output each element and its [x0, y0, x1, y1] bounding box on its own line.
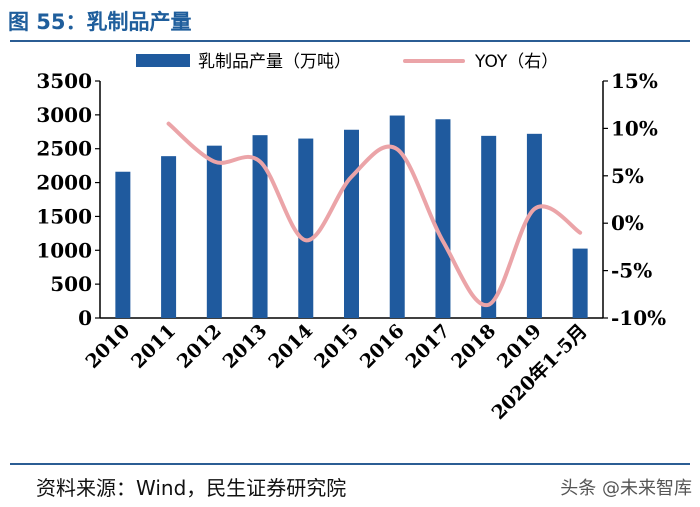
source-note: 资料来源：Wind，民生证券研究院 [36, 476, 347, 500]
x-tick-label: 2011 [127, 320, 180, 373]
x-axis-ticks: 2010201120122013201420152016201720182019… [81, 319, 591, 424]
left-tick-label: 3000 [36, 103, 92, 127]
legend: 乳制品产量（万吨） YOY（右） [136, 52, 558, 72]
left-tick-label: 500 [50, 272, 92, 296]
x-tick-label: 2018 [447, 320, 500, 373]
left-tick-label: 0 [78, 306, 92, 330]
right-axis-ticks: -10% -5% 0% 5% 10% 15% [603, 69, 666, 330]
bar [115, 171, 131, 318]
legend-bar-label: 乳制品产量（万吨） [198, 52, 351, 72]
x-tick-label: 2014 [264, 320, 317, 373]
bottom-rule [10, 463, 690, 465]
bar [389, 115, 405, 318]
legend-line-label: YOY（右） [474, 52, 558, 72]
left-tick-label: 1000 [36, 238, 92, 262]
left-tick-label: 1500 [36, 204, 92, 228]
bar-series [115, 115, 588, 318]
figure-title: 图 55：乳制品产量 [8, 10, 192, 34]
bar [435, 119, 451, 318]
x-tick-label: 2013 [219, 320, 272, 373]
bar [572, 248, 588, 318]
chart: 0 500 1000 1500 2000 2500 3000 3500 -10% -5% 0% 5%… [36, 52, 666, 424]
right-tick-label: 0% [611, 211, 644, 235]
left-tick-label: 2000 [36, 171, 92, 195]
yoy-line [166, 121, 583, 307]
right-tick-label: 5% [611, 164, 644, 188]
bar [161, 156, 177, 318]
bar [298, 138, 314, 318]
x-tick-label: 2012 [173, 320, 226, 373]
left-tick-label: 3500 [36, 69, 92, 93]
legend-bar-swatch [136, 54, 190, 67]
x-tick-label: 2017 [402, 320, 455, 373]
left-tick-label: 2500 [36, 137, 92, 161]
left-axis-ticks: 0 500 1000 1500 2000 2500 3000 3500 [36, 69, 100, 330]
watermark: 头条 @未来智库 [560, 478, 692, 499]
bar [252, 135, 268, 318]
bar [481, 135, 497, 318]
bar [206, 145, 222, 318]
right-tick-label: -10% [611, 306, 666, 330]
bar [526, 133, 542, 318]
right-tick-label: -5% [611, 259, 652, 283]
right-tick-label: 10% [611, 116, 658, 140]
right-tick-label: 15% [611, 69, 658, 93]
x-tick-label: 2016 [356, 320, 409, 373]
top-rule [10, 40, 690, 42]
bar [344, 129, 359, 318]
x-tick-label: 2015 [310, 320, 363, 373]
